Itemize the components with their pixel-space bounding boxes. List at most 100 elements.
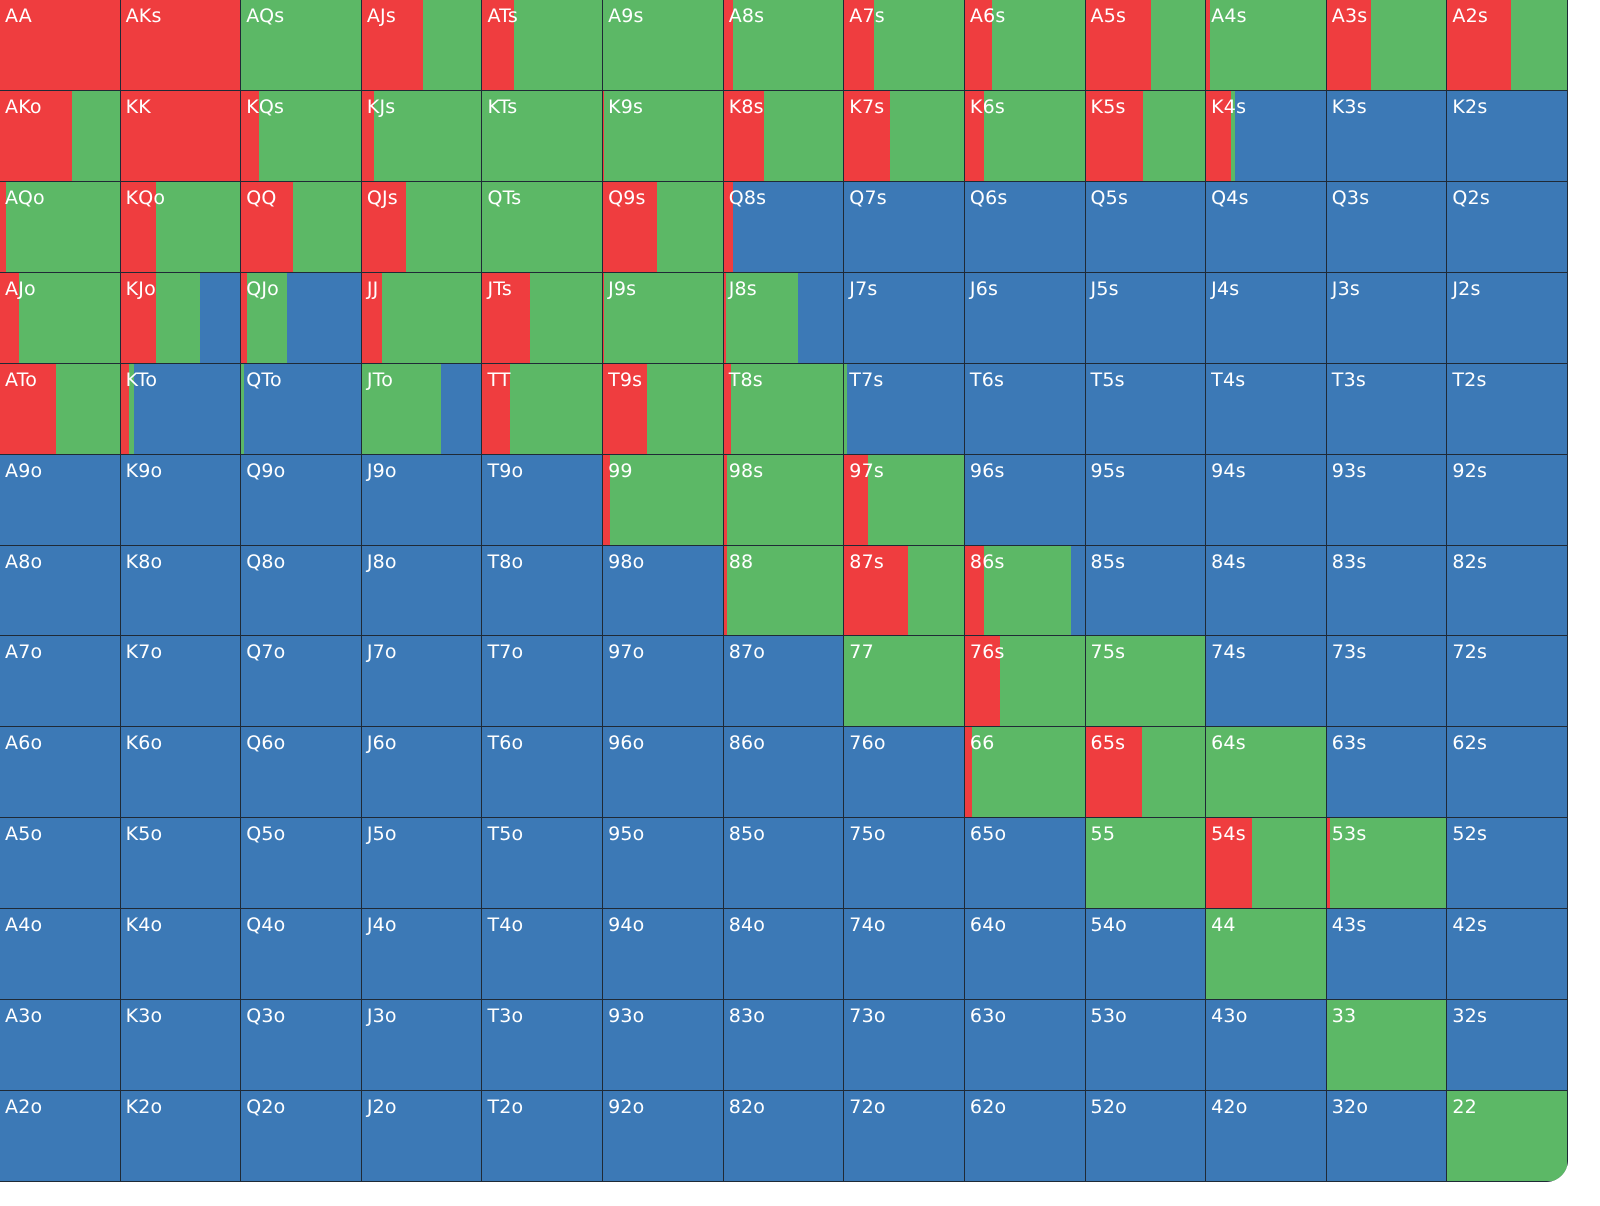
hand-cell-99[interactable]: 99 xyxy=(603,454,724,546)
hand-cell-T9o[interactable]: T9o xyxy=(482,454,604,546)
hand-cell-65o[interactable]: 65o xyxy=(964,818,1086,910)
hand-cell-T2s[interactable]: T2s xyxy=(1447,363,1568,455)
hand-cell-A3s[interactable]: A3s xyxy=(1326,0,1448,91)
hand-cell-Q7o[interactable]: Q7o xyxy=(241,636,362,728)
hand-cell-86o[interactable]: 86o xyxy=(723,727,845,819)
hand-cell-93s[interactable]: 93s xyxy=(1326,454,1448,546)
hand-cell-TT[interactable]: TT xyxy=(482,363,604,455)
hand-cell-QJo[interactable]: QJo xyxy=(241,272,362,364)
hand-cell-KQo[interactable]: KQo xyxy=(120,181,242,273)
hand-cell-87s[interactable]: 87s xyxy=(844,545,965,637)
hand-cell-95o[interactable]: 95o xyxy=(603,818,724,910)
hand-cell-KJo[interactable]: KJo xyxy=(120,272,242,364)
hand-cell-J7o[interactable]: J7o xyxy=(361,636,483,728)
hand-cell-A2o[interactable]: A2o xyxy=(0,1091,121,1182)
hand-cell-A9o[interactable]: A9o xyxy=(0,454,121,546)
hand-cell-JJ[interactable]: JJ xyxy=(361,272,483,364)
hand-cell-A6s[interactable]: A6s xyxy=(964,0,1086,91)
hand-cell-77[interactable]: 77 xyxy=(844,636,965,728)
hand-cell-KTs[interactable]: KTs xyxy=(482,90,604,182)
hand-cell-53o[interactable]: 53o xyxy=(1085,1000,1207,1092)
hand-cell-K6s[interactable]: K6s xyxy=(964,90,1086,182)
hand-cell-J3o[interactable]: J3o xyxy=(361,1000,483,1092)
hand-cell-42o[interactable]: 42o xyxy=(1206,1091,1327,1182)
hand-cell-K5s[interactable]: K5s xyxy=(1085,90,1207,182)
hand-cell-K2s[interactable]: K2s xyxy=(1447,90,1568,182)
hand-cell-A7s[interactable]: A7s xyxy=(844,0,965,91)
hand-cell-Q8s[interactable]: Q8s xyxy=(723,181,845,273)
hand-cell-74s[interactable]: 74s xyxy=(1206,636,1327,728)
hand-cell-K6o[interactable]: K6o xyxy=(120,727,242,819)
hand-cell-55[interactable]: 55 xyxy=(1085,818,1207,910)
hand-cell-Q5s[interactable]: Q5s xyxy=(1085,181,1207,273)
hand-cell-J2s[interactable]: J2s xyxy=(1447,272,1568,364)
hand-cell-J8s[interactable]: J8s xyxy=(723,272,845,364)
hand-cell-J2o[interactable]: J2o xyxy=(361,1091,483,1182)
hand-cell-97o[interactable]: 97o xyxy=(603,636,724,728)
hand-cell-T7s[interactable]: T7s xyxy=(844,363,965,455)
hand-cell-K3o[interactable]: K3o xyxy=(120,1000,242,1092)
hand-cell-54s[interactable]: 54s xyxy=(1206,818,1327,910)
hand-cell-Q6o[interactable]: Q6o xyxy=(241,727,362,819)
hand-cell-94o[interactable]: 94o xyxy=(603,909,724,1001)
hand-cell-73s[interactable]: 73s xyxy=(1326,636,1448,728)
hand-cell-T5s[interactable]: T5s xyxy=(1085,363,1207,455)
hand-cell-KJs[interactable]: KJs xyxy=(361,90,483,182)
hand-cell-82o[interactable]: 82o xyxy=(723,1091,845,1182)
hand-cell-T4s[interactable]: T4s xyxy=(1206,363,1327,455)
hand-cell-65s[interactable]: 65s xyxy=(1085,727,1207,819)
hand-cell-74o[interactable]: 74o xyxy=(844,909,965,1001)
hand-cell-A4o[interactable]: A4o xyxy=(0,909,121,1001)
hand-cell-J9s[interactable]: J9s xyxy=(603,272,724,364)
hand-cell-52o[interactable]: 52o xyxy=(1085,1091,1207,1182)
hand-cell-62s[interactable]: 62s xyxy=(1447,727,1568,819)
hand-cell-QJs[interactable]: QJs xyxy=(361,181,483,273)
hand-cell-73o[interactable]: 73o xyxy=(844,1000,965,1092)
hand-cell-AJo[interactable]: AJo xyxy=(0,272,121,364)
hand-cell-66[interactable]: 66 xyxy=(964,727,1086,819)
hand-cell-Q9o[interactable]: Q9o xyxy=(241,454,362,546)
hand-cell-82s[interactable]: 82s xyxy=(1447,545,1568,637)
hand-cell-98s[interactable]: 98s xyxy=(723,454,845,546)
hand-cell-A9s[interactable]: A9s xyxy=(603,0,724,91)
hand-cell-96o[interactable]: 96o xyxy=(603,727,724,819)
hand-cell-32o[interactable]: 32o xyxy=(1326,1091,1448,1182)
hand-cell-QTs[interactable]: QTs xyxy=(482,181,604,273)
hand-cell-87o[interactable]: 87o xyxy=(723,636,845,728)
hand-cell-J6s[interactable]: J6s xyxy=(964,272,1086,364)
hand-cell-J4s[interactable]: J4s xyxy=(1206,272,1327,364)
hand-cell-44[interactable]: 44 xyxy=(1206,909,1327,1001)
hand-cell-T4o[interactable]: T4o xyxy=(482,909,604,1001)
hand-cell-A6o[interactable]: A6o xyxy=(0,727,121,819)
hand-cell-J4o[interactable]: J4o xyxy=(361,909,483,1001)
hand-cell-K9o[interactable]: K9o xyxy=(120,454,242,546)
hand-cell-ATs[interactable]: ATs xyxy=(482,0,604,91)
hand-cell-K3s[interactable]: K3s xyxy=(1326,90,1448,182)
hand-cell-J7s[interactable]: J7s xyxy=(844,272,965,364)
hand-cell-Q5o[interactable]: Q5o xyxy=(241,818,362,910)
hand-cell-76o[interactable]: 76o xyxy=(844,727,965,819)
hand-cell-Q7s[interactable]: Q7s xyxy=(844,181,965,273)
hand-cell-K7s[interactable]: K7s xyxy=(844,90,965,182)
hand-cell-98o[interactable]: 98o xyxy=(603,545,724,637)
hand-cell-83o[interactable]: 83o xyxy=(723,1000,845,1092)
hand-cell-T5o[interactable]: T5o xyxy=(482,818,604,910)
hand-cell-94s[interactable]: 94s xyxy=(1206,454,1327,546)
hand-cell-Q6s[interactable]: Q6s xyxy=(964,181,1086,273)
hand-cell-Q4s[interactable]: Q4s xyxy=(1206,181,1327,273)
hand-cell-A5o[interactable]: A5o xyxy=(0,818,121,910)
hand-cell-62o[interactable]: 62o xyxy=(964,1091,1086,1182)
hand-cell-Q4o[interactable]: Q4o xyxy=(241,909,362,1001)
hand-cell-Q3o[interactable]: Q3o xyxy=(241,1000,362,1092)
hand-cell-QQ[interactable]: QQ xyxy=(241,181,362,273)
hand-cell-A8s[interactable]: A8s xyxy=(723,0,845,91)
hand-cell-AKs[interactable]: AKs xyxy=(120,0,242,91)
hand-cell-T8s[interactable]: T8s xyxy=(723,363,845,455)
hand-cell-T7o[interactable]: T7o xyxy=(482,636,604,728)
hand-cell-KQs[interactable]: KQs xyxy=(241,90,362,182)
hand-cell-53s[interactable]: 53s xyxy=(1326,818,1448,910)
hand-cell-A3o[interactable]: A3o xyxy=(0,1000,121,1092)
hand-cell-K4o[interactable]: K4o xyxy=(120,909,242,1001)
hand-cell-52s[interactable]: 52s xyxy=(1447,818,1568,910)
hand-cell-95s[interactable]: 95s xyxy=(1085,454,1207,546)
